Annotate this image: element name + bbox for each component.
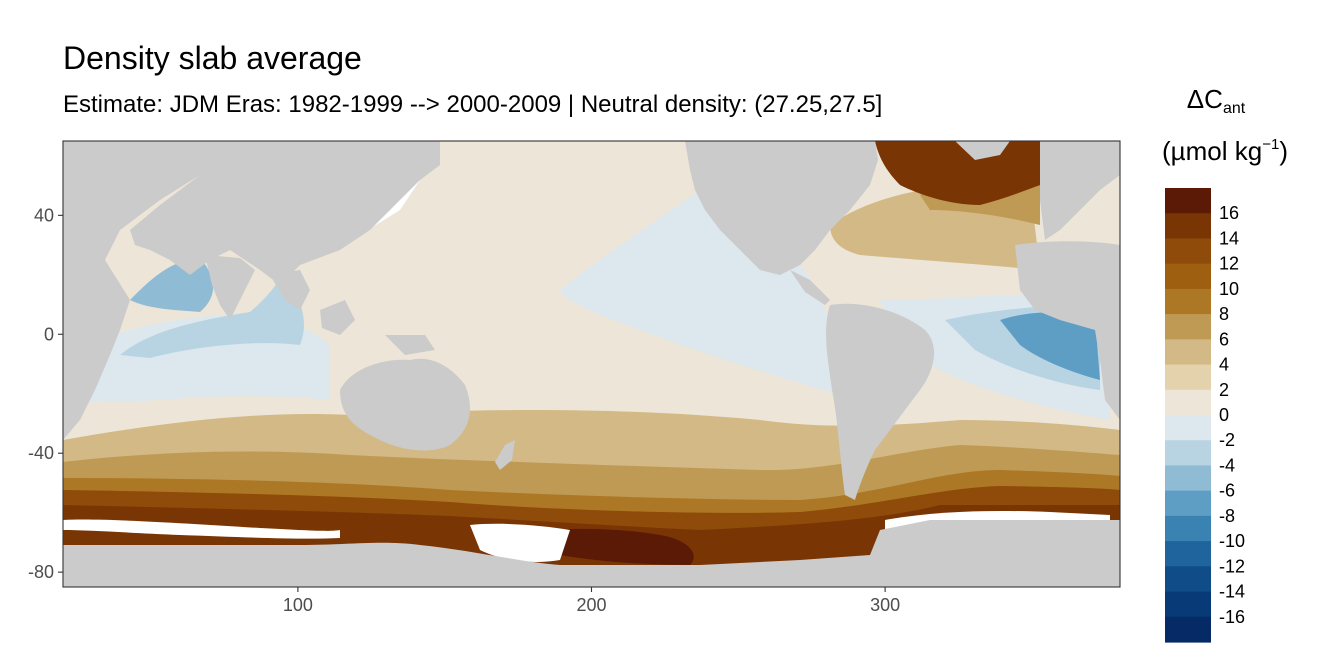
legend-swatch	[1165, 213, 1211, 240]
legend-swatch	[1165, 263, 1211, 290]
land-indochina	[270, 270, 310, 310]
legend-unit: (µmol kg−1)	[1162, 136, 1288, 167]
legend-label: 14	[1219, 228, 1239, 248]
ice-patch-indian	[63, 519, 340, 539]
land-asia	[130, 141, 440, 285]
legend-swatch	[1165, 490, 1211, 517]
legend-label: -10	[1219, 531, 1245, 551]
land-africa-west	[1015, 241, 1120, 420]
land-europe	[1040, 141, 1120, 240]
legend-swatch	[1165, 515, 1211, 542]
y-axis: 40 0 -40 -80	[28, 205, 63, 582]
legend-swatch	[1165, 364, 1211, 391]
legend-label: -12	[1219, 556, 1245, 576]
legend-label: -2	[1219, 430, 1235, 450]
legend-unit-close: )	[1279, 136, 1288, 166]
legend-swatch	[1165, 339, 1211, 366]
legend-swatch	[1165, 389, 1211, 416]
x-tick-label: 300	[870, 595, 900, 615]
legend-label: 2	[1219, 380, 1229, 400]
legend-label: -14	[1219, 582, 1245, 602]
land-north-america	[685, 141, 878, 275]
x-axis: 100 200 300	[283, 587, 900, 615]
legend-swatch	[1165, 288, 1211, 315]
legend-label: 16	[1219, 203, 1239, 223]
region-gulf-of-guinea	[1000, 312, 1100, 380]
land-central-america	[790, 270, 830, 305]
legend-swatch	[1165, 188, 1211, 214]
region-equatorial-pacific	[560, 190, 840, 395]
legend-label: -16	[1219, 607, 1245, 627]
land-india	[205, 255, 255, 320]
land-new-guinea	[385, 335, 435, 355]
legend-swatch	[1165, 541, 1211, 567]
x-tick-label: 200	[576, 595, 606, 615]
legend-swatch	[1165, 314, 1211, 340]
legend-swatch	[1165, 591, 1211, 618]
region-ross-sea	[539, 528, 694, 565]
chart-subtitle: Estimate: JDM Eras: 1982-1999 --> 2000-2…	[63, 91, 883, 118]
legend-title-main: ΔC	[1186, 84, 1223, 114]
land-africa-east	[63, 141, 200, 440]
legend-label: 10	[1219, 279, 1239, 299]
legend-label: 0	[1219, 405, 1229, 425]
legend-label: -8	[1219, 506, 1235, 526]
legend-swatch	[1165, 465, 1211, 492]
legend-label: 8	[1219, 304, 1229, 324]
legend-unit-sup: −1	[1262, 136, 1280, 153]
legend-swatch	[1165, 415, 1211, 441]
land-australia	[340, 358, 470, 451]
legend-label: -4	[1219, 455, 1235, 475]
legend-swatch	[1165, 238, 1211, 265]
legend-label: 6	[1219, 329, 1229, 349]
legend-swatch	[1165, 566, 1211, 593]
y-tick-label: 0	[44, 324, 54, 344]
legend-swatch	[1165, 440, 1211, 467]
land-south-america	[826, 303, 935, 500]
y-tick-label: -40	[28, 443, 54, 463]
y-tick-label: -80	[28, 562, 54, 582]
legend-colorbar: 16 14 12 10 8 6 4 2 0 -2 -4 -6 -8 -10 -12 -14 -16	[1165, 188, 1245, 643]
legend-label: 12	[1219, 254, 1239, 274]
chart-title: Density slab average	[63, 40, 362, 76]
y-tick-label: 40	[34, 205, 54, 225]
legend-label: 4	[1219, 355, 1229, 375]
legend-label: -6	[1219, 481, 1235, 501]
legend-title-sub: ant	[1222, 100, 1246, 117]
land-new-zealand	[495, 440, 515, 470]
region-bay-of-bengal	[120, 270, 305, 358]
land-layer	[63, 141, 1120, 587]
legend-unit-main: (µmol kg	[1162, 136, 1263, 166]
land-antarctica	[63, 520, 1120, 587]
legend-title: ΔCant	[1166, 84, 1266, 118]
map-panel	[63, 141, 1120, 587]
land-greenland	[955, 141, 1010, 160]
x-tick-label: 100	[283, 595, 313, 615]
land-borneo	[320, 300, 355, 335]
ice-patch-ross	[470, 523, 570, 562]
legend-swatch	[1165, 616, 1211, 643]
